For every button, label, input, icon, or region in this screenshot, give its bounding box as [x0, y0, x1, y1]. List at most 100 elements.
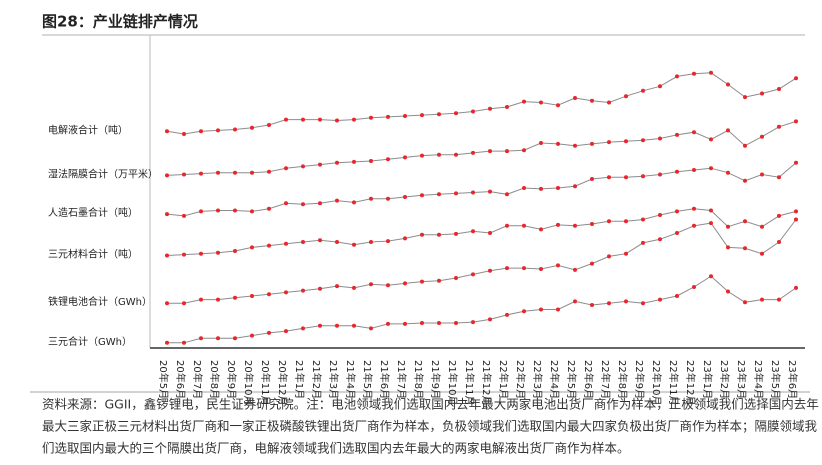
point	[250, 170, 254, 175]
series-line	[166, 120, 797, 176]
point	[420, 279, 424, 284]
point	[556, 307, 560, 312]
point	[709, 137, 713, 142]
point	[573, 223, 577, 228]
x-tick-label: 21年8月	[412, 360, 425, 399]
point	[267, 292, 271, 297]
point	[454, 152, 458, 157]
point	[284, 201, 288, 206]
point	[505, 312, 509, 317]
point	[233, 127, 237, 132]
point	[522, 223, 526, 228]
source-note: 们选取国内最大的三个隔膜出货厂商，电解液领域我们选取国内去年最大的两家电解液出货…	[42, 441, 630, 456]
point	[199, 297, 203, 302]
point	[658, 136, 662, 141]
point	[301, 240, 305, 244]
point	[318, 238, 322, 243]
point	[641, 88, 645, 93]
point	[284, 290, 288, 295]
point	[182, 340, 186, 345]
x-tick-label: 21年2月	[310, 360, 323, 399]
point	[726, 224, 730, 229]
point	[369, 196, 373, 201]
point	[590, 177, 594, 181]
point	[539, 186, 543, 191]
point	[624, 139, 628, 144]
point	[726, 289, 730, 294]
point	[505, 105, 509, 109]
x-tick-label: 22年7月	[599, 360, 612, 399]
point	[216, 170, 220, 175]
point	[199, 171, 203, 176]
point	[233, 249, 237, 253]
point	[641, 240, 645, 245]
point	[352, 200, 356, 205]
point	[437, 278, 441, 283]
point	[658, 84, 662, 89]
point	[454, 191, 458, 196]
point	[386, 196, 390, 201]
point	[199, 251, 203, 256]
point	[454, 231, 458, 236]
series-label: 电解液合计（吨）	[48, 123, 128, 136]
point	[675, 74, 679, 79]
x-tick-label: 21年7月	[395, 360, 408, 399]
point	[437, 232, 441, 237]
point	[403, 236, 407, 241]
x-tick-label: 22年2月	[514, 360, 527, 399]
point	[777, 87, 781, 91]
point	[675, 169, 679, 174]
x-tick-label: 20年12月	[276, 360, 289, 405]
x-tick-label: 22年9月	[633, 360, 646, 399]
point	[726, 245, 730, 250]
series-line	[166, 208, 797, 256]
point	[267, 243, 271, 248]
point	[794, 160, 798, 165]
point	[675, 231, 679, 235]
point	[369, 115, 373, 120]
x-tick-label: 20年5月	[157, 360, 170, 399]
x-tick-label: 23年5月	[769, 360, 782, 399]
point	[250, 294, 254, 298]
point	[590, 141, 594, 146]
point	[709, 274, 713, 279]
point	[437, 192, 441, 197]
point	[743, 300, 747, 305]
point	[743, 95, 747, 100]
point	[233, 295, 237, 300]
point	[165, 253, 169, 258]
point	[454, 321, 458, 325]
point	[420, 232, 424, 237]
point	[794, 209, 798, 214]
point	[522, 99, 526, 104]
point	[760, 224, 764, 229]
point	[709, 208, 713, 213]
point	[505, 266, 509, 271]
x-tick-label: 22年1月	[497, 360, 510, 399]
point	[369, 240, 373, 244]
point	[522, 148, 526, 153]
point	[335, 240, 339, 244]
point	[760, 251, 764, 256]
point	[624, 219, 628, 224]
x-tick-label: 20年7月	[191, 360, 204, 399]
point	[165, 212, 169, 217]
point	[471, 320, 475, 325]
point	[182, 213, 186, 218]
point	[743, 178, 747, 183]
point	[607, 100, 611, 105]
point	[573, 267, 577, 272]
x-tick-label: 22年4月	[548, 360, 561, 399]
point	[233, 336, 237, 341]
series-label: 三元材料合计（吨）	[48, 248, 138, 261]
point	[335, 198, 339, 203]
point	[658, 297, 662, 302]
point	[692, 71, 696, 76]
point	[488, 149, 492, 154]
point	[284, 241, 288, 246]
point	[352, 242, 356, 247]
x-tick-label: 21年11月	[463, 360, 476, 405]
point	[335, 284, 339, 289]
x-tick-label: 22年5月	[565, 360, 578, 399]
